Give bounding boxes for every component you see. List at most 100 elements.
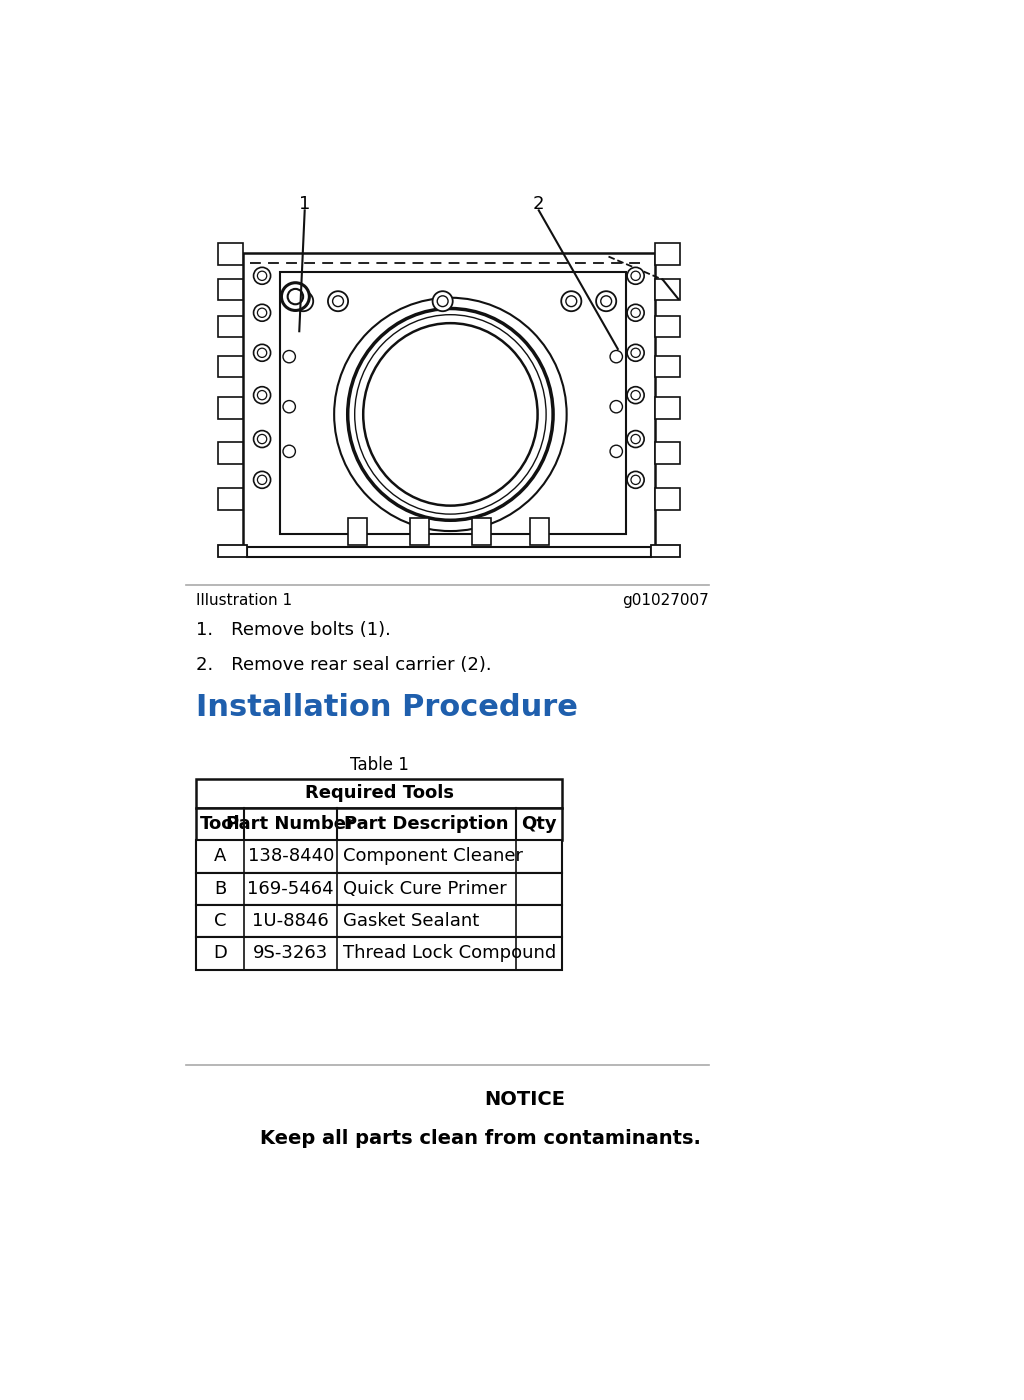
Text: C: C	[214, 911, 226, 930]
Circle shape	[610, 350, 623, 363]
Text: 2. Remove rear seal carrier (2).: 2. Remove rear seal carrier (2).	[197, 655, 492, 673]
Text: B: B	[214, 879, 226, 897]
Text: Component Cleaner: Component Cleaner	[343, 847, 523, 865]
Circle shape	[257, 349, 266, 357]
Circle shape	[631, 308, 640, 318]
Polygon shape	[197, 778, 562, 808]
Circle shape	[627, 267, 644, 284]
Polygon shape	[655, 316, 680, 337]
Text: 2: 2	[534, 195, 545, 213]
Polygon shape	[197, 808, 562, 840]
Polygon shape	[218, 244, 243, 265]
Text: Thread Lock Compound: Thread Lock Compound	[343, 945, 557, 962]
Polygon shape	[197, 904, 562, 937]
Polygon shape	[655, 279, 680, 301]
Circle shape	[254, 267, 270, 284]
Circle shape	[627, 472, 644, 489]
Text: Quick Cure Primer: Quick Cure Primer	[343, 879, 507, 897]
Polygon shape	[247, 547, 651, 557]
Circle shape	[254, 344, 270, 361]
Circle shape	[257, 475, 266, 484]
Circle shape	[283, 445, 295, 458]
Ellipse shape	[364, 323, 538, 505]
Circle shape	[254, 386, 270, 403]
Polygon shape	[472, 518, 490, 545]
Polygon shape	[243, 252, 655, 553]
Circle shape	[257, 391, 266, 400]
Circle shape	[257, 308, 266, 318]
Circle shape	[631, 272, 640, 280]
Circle shape	[283, 400, 295, 413]
Circle shape	[627, 304, 644, 321]
Text: A: A	[214, 847, 226, 865]
Polygon shape	[655, 356, 680, 378]
Circle shape	[561, 291, 582, 311]
Polygon shape	[218, 356, 243, 378]
Ellipse shape	[334, 298, 566, 531]
Text: 1. Remove bolts (1).: 1. Remove bolts (1).	[197, 622, 391, 638]
Text: g01027007: g01027007	[623, 594, 710, 608]
Polygon shape	[197, 840, 562, 872]
Circle shape	[631, 475, 640, 484]
Polygon shape	[218, 398, 243, 419]
Circle shape	[257, 434, 266, 444]
Circle shape	[432, 291, 453, 311]
Polygon shape	[655, 398, 680, 419]
Text: D: D	[213, 945, 227, 962]
Polygon shape	[197, 872, 562, 904]
Polygon shape	[218, 442, 243, 463]
Ellipse shape	[354, 315, 546, 514]
Circle shape	[293, 291, 313, 311]
Circle shape	[631, 434, 640, 444]
Circle shape	[601, 295, 611, 307]
Text: Tool: Tool	[200, 815, 241, 833]
Circle shape	[627, 344, 644, 361]
Polygon shape	[410, 518, 429, 545]
Text: Required Tools: Required Tools	[304, 784, 454, 802]
Polygon shape	[197, 937, 562, 970]
Polygon shape	[218, 545, 247, 557]
Circle shape	[254, 472, 270, 489]
Circle shape	[631, 391, 640, 400]
Circle shape	[627, 386, 644, 403]
Text: Table 1: Table 1	[349, 756, 409, 774]
Circle shape	[610, 400, 623, 413]
Circle shape	[631, 349, 640, 357]
Text: Part Description: Part Description	[344, 815, 509, 833]
Polygon shape	[218, 316, 243, 337]
Polygon shape	[655, 442, 680, 463]
Polygon shape	[655, 244, 680, 265]
Circle shape	[596, 291, 616, 311]
Polygon shape	[530, 518, 549, 545]
Circle shape	[610, 445, 623, 458]
Circle shape	[328, 291, 348, 311]
Text: Gasket Sealant: Gasket Sealant	[343, 911, 479, 930]
Text: Illustration 1: Illustration 1	[197, 594, 292, 608]
Text: 138-8440: 138-8440	[248, 847, 334, 865]
Polygon shape	[655, 489, 680, 510]
Circle shape	[288, 288, 303, 304]
Text: 1: 1	[299, 195, 310, 213]
Polygon shape	[218, 489, 243, 510]
Circle shape	[298, 295, 308, 307]
Text: 9S-3263: 9S-3263	[253, 945, 329, 962]
Polygon shape	[218, 279, 243, 301]
Circle shape	[254, 431, 270, 448]
Polygon shape	[651, 545, 680, 557]
Text: 1U-8846: 1U-8846	[252, 911, 329, 930]
Text: Keep all parts clean from contaminants.: Keep all parts clean from contaminants.	[260, 1128, 700, 1148]
Text: 169-5464: 169-5464	[248, 879, 334, 897]
Text: Installation Procedure: Installation Procedure	[197, 693, 579, 721]
Polygon shape	[280, 272, 626, 533]
Text: NOTICE: NOTICE	[484, 1091, 565, 1109]
Circle shape	[627, 431, 644, 448]
Circle shape	[283, 350, 295, 363]
Circle shape	[282, 283, 309, 311]
Circle shape	[566, 295, 577, 307]
Text: Part Number: Part Number	[226, 815, 355, 833]
Circle shape	[254, 304, 270, 321]
Polygon shape	[348, 518, 367, 545]
Circle shape	[257, 272, 266, 280]
Text: Qty: Qty	[521, 815, 557, 833]
Ellipse shape	[348, 308, 553, 521]
